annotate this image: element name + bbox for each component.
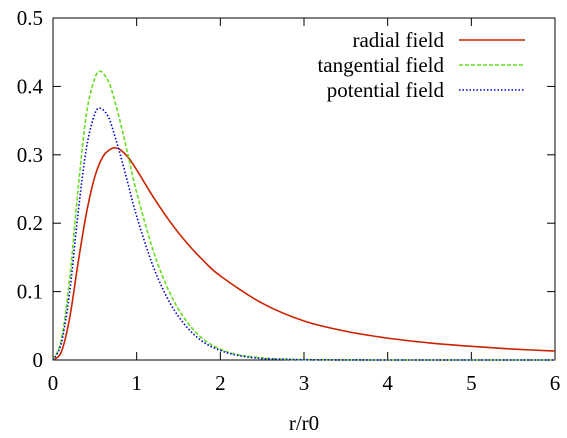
x-axis: 0 1 2 3 4 5 6 — [48, 18, 561, 395]
plot-frame — [52, 17, 556, 361]
series-line-potential-field — [52, 107, 555, 361]
series-lines — [52, 70, 556, 361]
x-tick-label: 3 — [299, 371, 310, 395]
legend-label: radial field — [352, 28, 444, 52]
y-tick-label: 0.4 — [17, 74, 44, 98]
series-line-radial-field — [52, 146, 556, 361]
x-tick-label: 5 — [466, 371, 477, 395]
x-tick-label: 1 — [131, 371, 142, 395]
y-tick-label: 0.5 — [17, 6, 43, 30]
x-tick-label: 6 — [550, 371, 561, 395]
x-tick-label: 4 — [382, 371, 393, 395]
x-tick-label: 2 — [215, 371, 226, 395]
legend-label: tangential field — [317, 53, 444, 77]
y-tick-label: 0.2 — [17, 211, 43, 235]
y-tick-label: 0.3 — [17, 143, 43, 167]
y-tick-label: 0.1 — [17, 280, 43, 304]
x-tick-label: 0 — [48, 371, 59, 395]
y-axis: 0 0.1 0.2 0.3 0.4 0.5 — [17, 6, 555, 372]
y-tick-label: 0 — [33, 348, 44, 372]
series-line-tangential-field — [52, 70, 555, 361]
x-axis-title: r/r0 — [289, 411, 319, 435]
legend-label: potential field — [327, 78, 445, 102]
